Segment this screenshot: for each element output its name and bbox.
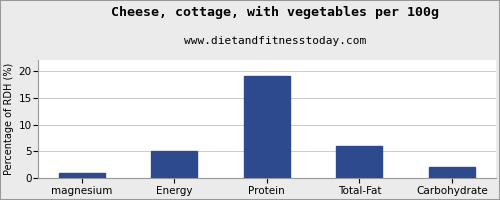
Y-axis label: Percentage of RDH (%): Percentage of RDH (%) bbox=[4, 63, 14, 175]
Bar bbox=[336, 146, 382, 178]
Bar bbox=[151, 151, 198, 178]
Bar bbox=[429, 167, 475, 178]
Text: www.dietandfitnesstoday.com: www.dietandfitnesstoday.com bbox=[184, 36, 366, 46]
Bar bbox=[58, 173, 105, 178]
Text: Cheese, cottage, with vegetables per 100g: Cheese, cottage, with vegetables per 100… bbox=[111, 6, 439, 19]
Bar bbox=[244, 76, 290, 178]
